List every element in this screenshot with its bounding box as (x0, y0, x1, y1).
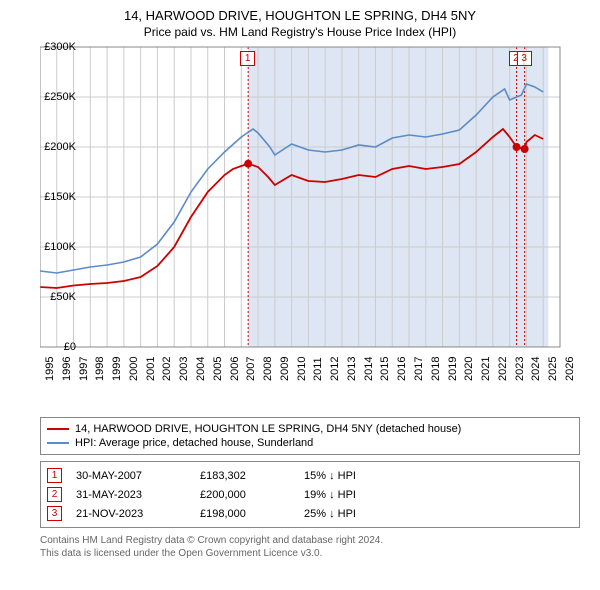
x-axis-label: 2005 (212, 357, 224, 381)
x-axis-label: 2000 (128, 357, 140, 381)
y-axis-label: £100K (44, 241, 76, 253)
sale-date: 30-MAY-2007 (76, 470, 186, 482)
footnote-line: This data is licensed under the Open Gov… (40, 547, 580, 560)
x-axis-label: 2015 (379, 357, 391, 381)
x-axis-label: 2009 (279, 357, 291, 381)
x-axis-label: 2026 (564, 357, 576, 381)
legend-row: HPI: Average price, detached house, Sund… (47, 436, 573, 450)
y-axis-label: £300K (44, 41, 76, 53)
x-axis-label: 2006 (229, 357, 241, 381)
x-axis-label: 2003 (178, 357, 190, 381)
x-axis-label: 2008 (262, 357, 274, 381)
x-axis-label: 1998 (94, 357, 106, 381)
sale-price: £183,302 (200, 470, 290, 482)
footnote-line: Contains HM Land Registry data © Crown c… (40, 534, 580, 547)
x-axis-label: 2018 (430, 357, 442, 381)
x-axis-label: 2021 (480, 357, 492, 381)
sales-box: 1 30-MAY-2007 £183,302 15% ↓ HPI 2 31-MAY-202… (40, 461, 580, 528)
x-axis-label: 1997 (78, 357, 90, 381)
sale-index: 3 (47, 506, 62, 521)
x-axis-label: 2014 (363, 357, 375, 381)
sale-price: £200,000 (200, 489, 290, 501)
sale-row: 1 30-MAY-2007 £183,302 15% ↓ HPI (47, 466, 573, 485)
legend-label: HPI: Average price, detached house, Sund… (75, 437, 313, 449)
x-axis-label: 1996 (61, 357, 73, 381)
y-axis-label: £200K (44, 141, 76, 153)
x-axis-label: 2019 (447, 357, 459, 381)
x-axis-label: 2022 (497, 357, 509, 381)
x-axis-label: 2001 (145, 357, 157, 381)
legend-row: 14, HARWOOD DRIVE, HOUGHTON LE SPRING, D… (47, 422, 573, 436)
y-axis-label: £250K (44, 91, 76, 103)
legend-label: 14, HARWOOD DRIVE, HOUGHTON LE SPRING, D… (75, 423, 461, 435)
sale-diff: 15% ↓ HPI (304, 470, 404, 482)
x-axis-label: 2023 (514, 357, 526, 381)
sale-date: 31-MAY-2023 (76, 489, 186, 501)
sale-diff: 19% ↓ HPI (304, 489, 404, 501)
legend-box: 14, HARWOOD DRIVE, HOUGHTON LE SPRING, D… (40, 417, 580, 455)
y-axis-label: £150K (44, 191, 76, 203)
x-axis-label: 2010 (296, 357, 308, 381)
x-axis-label: 2004 (195, 357, 207, 381)
x-axis-label: 2013 (346, 357, 358, 381)
sale-marker: 1 (240, 51, 255, 66)
legend-swatch (47, 442, 69, 444)
y-axis-label: £0 (64, 341, 76, 353)
x-axis-label: 2011 (312, 357, 324, 381)
x-axis-label: 2020 (463, 357, 475, 381)
sale-marker: 3 (517, 51, 532, 66)
sale-row: 3 21-NOV-2023 £198,000 25% ↓ HPI (47, 504, 573, 523)
chart-subtitle: Price paid vs. HM Land Registry's House … (0, 23, 600, 41)
footnote: Contains HM Land Registry data © Crown c… (40, 534, 580, 560)
x-axis-label: 2007 (245, 357, 257, 381)
x-axis-label: 2002 (161, 357, 173, 381)
sale-diff: 25% ↓ HPI (304, 508, 404, 520)
sale-index: 2 (47, 487, 62, 502)
legend-swatch (47, 428, 69, 430)
x-axis-label: 2024 (530, 357, 542, 381)
sale-index: 1 (47, 468, 62, 483)
x-axis-label: 1995 (44, 357, 56, 381)
chart-area: £0 £50K £100K £150K £200K £250K £300K 1995 1996… (40, 41, 600, 411)
sale-row: 2 31-MAY-2023 £200,000 19% ↓ HPI (47, 485, 573, 504)
x-axis-label: 2017 (413, 357, 425, 381)
sale-date: 21-NOV-2023 (76, 508, 186, 520)
chart-svg (40, 41, 600, 411)
x-axis-label: 2012 (329, 357, 341, 381)
x-axis-label: 1999 (111, 357, 123, 381)
x-axis-label: 2016 (396, 357, 408, 381)
x-axis-label: 2025 (547, 357, 559, 381)
sale-price: £198,000 (200, 508, 290, 520)
y-axis-label: £50K (50, 291, 76, 303)
chart-title: 14, HARWOOD DRIVE, HOUGHTON LE SPRING, D… (0, 0, 600, 23)
